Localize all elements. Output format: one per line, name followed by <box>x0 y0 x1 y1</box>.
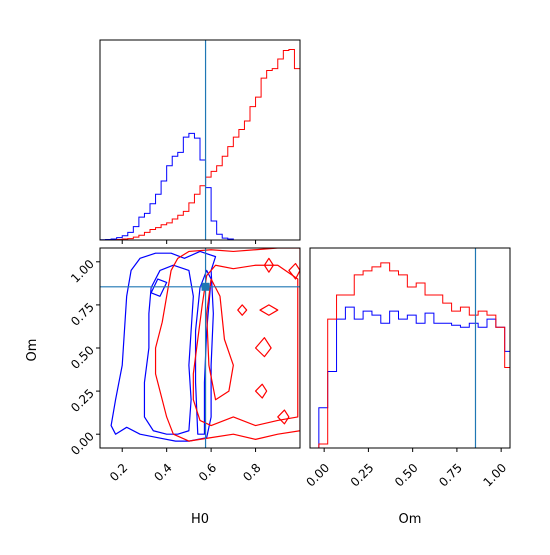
om-hist-frame <box>309 247 511 449</box>
contour-red-5 <box>192 264 299 427</box>
y-axis-label-om: Om <box>25 339 40 362</box>
contour-red-12 <box>254 383 268 399</box>
contour-red-13 <box>237 304 248 316</box>
h0-hist-frame <box>99 39 301 241</box>
om-hist-series <box>310 262 510 448</box>
contour-red-11 <box>277 409 290 425</box>
contour-red-6 <box>206 278 234 401</box>
contour-truth-marker <box>201 282 210 291</box>
contour-red-10 <box>288 262 300 280</box>
h0-hist-series-blue <box>99 132 234 241</box>
contour-lines <box>110 248 300 442</box>
contour-blue-0 <box>110 250 217 442</box>
contour-blue-3 <box>150 278 168 297</box>
h0-histogram-panel <box>99 39 301 244</box>
contour-red-9 <box>263 257 274 273</box>
contour-red-7 <box>254 337 272 358</box>
om-hist-series-red <box>310 262 510 448</box>
x-axis-label-h0: H0 <box>191 512 209 527</box>
contour-red-4 <box>154 248 300 442</box>
x-axis-label-om: Om <box>399 512 422 527</box>
contour-red-8 <box>259 304 279 316</box>
